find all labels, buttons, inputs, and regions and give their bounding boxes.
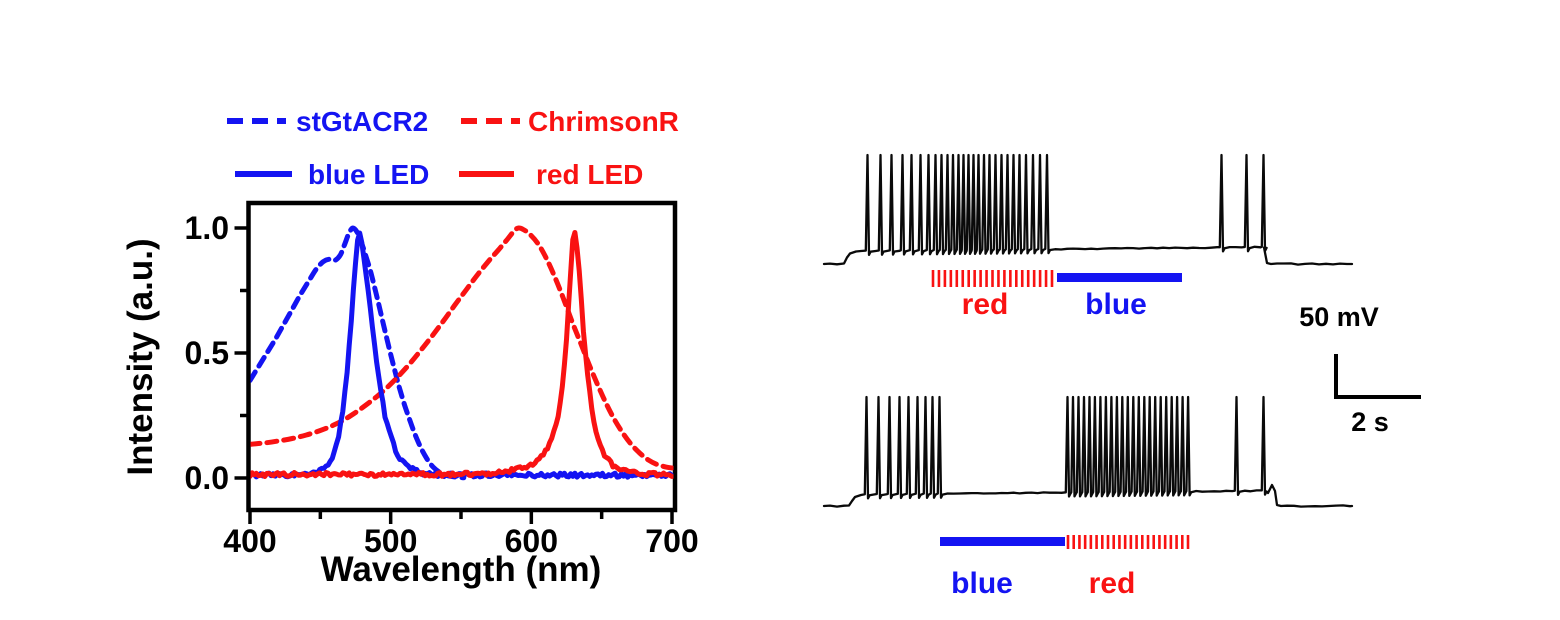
stim-bar-bottom-blue <box>940 537 1065 546</box>
y-axis-label: Intensity (a.u.) <box>121 238 160 475</box>
voltage-trace-top <box>822 153 1354 266</box>
x-axis-label: Wavelength (nm) <box>321 550 602 589</box>
voltage-trace-bottom <box>822 395 1354 508</box>
spectra-legend: stGtACR2 ChrimsonR blue LED red LED <box>227 106 679 190</box>
x-tick-label: 700 <box>645 523 698 559</box>
y-tick-label: 0.0 <box>185 460 229 496</box>
y-tick-label: 1.0 <box>185 210 229 246</box>
time-scalebar-label: 2 s <box>1351 407 1389 437</box>
spectra-axes: 400 500 600 700 0.0 0.5 1.0 <box>185 200 699 559</box>
legend-label-red-led: red LED <box>536 159 643 190</box>
y-tick-label: 0.5 <box>185 335 229 371</box>
scale-bar: 50 mV 2 s <box>1299 302 1421 437</box>
voltage-scalebar-label: 50 mV <box>1299 302 1379 332</box>
stimulus-bars <box>931 270 1190 549</box>
x-tick-label: 400 <box>223 523 276 559</box>
stim-label-bottom-red: red <box>1089 567 1136 600</box>
stim-pulse-train-bottom-red <box>1066 535 1190 549</box>
stim-bar-top-blue <box>1057 273 1182 282</box>
stim-pulse-train-top-red <box>931 270 1054 287</box>
spectra-curve-chrimsonr <box>250 225 674 471</box>
legend-label-blue-led: blue LED <box>308 159 429 190</box>
x-tick-label: 600 <box>505 523 558 559</box>
legend-label-stgtacr2: stGtACR2 <box>296 106 428 137</box>
spectra-curve-red-led <box>250 230 674 479</box>
stim-label-top-blue: blue <box>1085 288 1147 321</box>
stim-label-top-red: red <box>962 288 1009 321</box>
spectra-curves <box>250 225 674 481</box>
legend-label-chrimsonr: ChrimsonR <box>528 106 679 137</box>
stim-label-bottom-blue: blue <box>951 567 1013 600</box>
x-tick-label: 500 <box>364 523 417 559</box>
ephys-traces <box>822 153 1354 508</box>
